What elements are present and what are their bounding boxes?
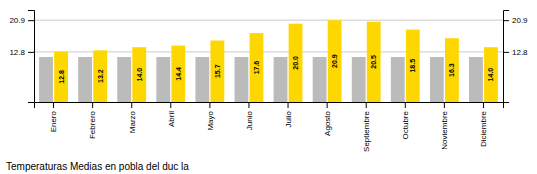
x-tick-label: Febrero: [88, 110, 97, 139]
x-tick: Mayo: [206, 102, 215, 131]
bar: [367, 22, 381, 102]
bar: [195, 57, 209, 102]
bar: [93, 50, 107, 102]
bar: [171, 46, 185, 102]
bar: [289, 24, 303, 102]
y-tick-label: 12.8: [9, 48, 25, 57]
x-tick-mark: [92, 102, 93, 108]
data-label: 12.8: [58, 70, 65, 84]
data-label: 18.5: [409, 59, 416, 73]
x-tick-label: Agosto: [323, 110, 332, 135]
data-label: 17.6: [253, 61, 260, 75]
bar: [235, 57, 249, 102]
y2-tick-label: 20.9: [512, 16, 528, 25]
y-tick-label: 20.9: [9, 16, 25, 25]
data-label: 14.0: [487, 68, 494, 82]
data-label: 13.2: [97, 69, 104, 83]
bar: [430, 57, 444, 102]
grid-line: [34, 20, 503, 21]
y-tick: 20.9: [9, 16, 34, 25]
x-tick: Enero: [49, 102, 58, 132]
data-label: 14.0: [136, 68, 143, 82]
x-tick-mark: [327, 102, 328, 108]
x-tick-mark: [131, 102, 132, 108]
x-tick: Agosto: [323, 102, 332, 136]
y2-axis-line: [504, 11, 510, 103]
title: Temperaturas Medias en pobla del duc la: [6, 161, 189, 172]
x-tick-mark: [209, 102, 210, 108]
data-label: 14.4: [175, 67, 182, 81]
x-axis-line: [35, 103, 504, 109]
bar: [352, 57, 366, 102]
bar: [210, 41, 224, 102]
grid: [34, 20, 503, 52]
x-tick-label: Abril: [167, 111, 176, 127]
x-tick-mark: [483, 102, 484, 108]
x-tick-mark: [248, 102, 249, 108]
x-tick-label: Septiembre: [362, 110, 371, 151]
x-tick: Noviembre: [440, 102, 449, 150]
x-tick: Octubre: [401, 102, 410, 139]
data-label: 20.9: [331, 54, 338, 68]
data-labels: 12.8 13.2 14.0 14.4 15.7 17.6 20.0 20.9 20.5 18.5…: [58, 54, 495, 84]
y-axis-line: [28, 11, 35, 103]
bar: [132, 47, 146, 102]
bar: [328, 20, 342, 102]
chart: 12.8 13.2 14.0 14.4 15.7 17.6 20.0 20.9 20.5 18.5…: [0, 0, 537, 174]
bar: [54, 52, 68, 102]
y2-tick: 20.9: [503, 16, 528, 25]
bar: [484, 47, 498, 102]
data-label: 20.0: [292, 56, 299, 70]
bar-series: [54, 20, 498, 102]
bar: [406, 30, 420, 102]
y-axis: 12.8 20.9: [9, 11, 34, 103]
x-tick-label: Marzo: [128, 110, 137, 133]
bar: [39, 57, 53, 102]
x-tick-label: Octubre: [401, 110, 410, 139]
bar: [250, 33, 264, 102]
x-tick-label: Mayo: [206, 110, 215, 130]
bar: [274, 57, 288, 102]
x-tick: Marzo: [128, 102, 137, 133]
x-tick-mark: [405, 102, 406, 108]
y2-tick-mark: [503, 20, 509, 21]
y2-tick: 12.8: [503, 48, 528, 57]
x-tick: Julio: [284, 102, 293, 127]
x-tick: Diciembre: [479, 102, 488, 147]
y-tick: 12.8: [9, 48, 34, 57]
plot: 12.8 13.2 14.0 14.4 15.7 17.6 20.0 20.9 20.5 18.5…: [9, 11, 528, 152]
data-label: 20.5: [370, 55, 377, 69]
x-axis: Enero Febrero Marzo Abril Mayo Junio Julio Agos…: [35, 102, 504, 152]
x-tick-label: Julio: [284, 110, 293, 127]
x-tick-label: Junio: [245, 110, 254, 130]
x-tick-mark: [288, 102, 289, 108]
bar: [391, 57, 405, 102]
data-label: 16.3: [448, 63, 455, 77]
x-tick: Abril: [167, 102, 176, 127]
bar: [78, 57, 92, 102]
y-tick-mark: [28, 52, 34, 53]
x-tick-label: Enero: [49, 110, 58, 132]
x-tick-label: Diciembre: [479, 110, 488, 147]
bars: [39, 20, 498, 102]
bar: [445, 38, 459, 102]
x-tick-mark: [444, 102, 445, 108]
bar: [469, 57, 483, 102]
y2-tick-label: 12.8: [512, 48, 528, 57]
x-tick: Septiembre: [362, 102, 371, 152]
bar: [313, 57, 327, 102]
y2-tick-mark: [503, 52, 509, 53]
y-tick-mark: [28, 20, 34, 21]
y2-axis: 12.8 20.9: [503, 11, 528, 103]
bar: [156, 57, 170, 102]
x-tick: Febrero: [88, 102, 97, 139]
x-tick-mark: [366, 102, 367, 108]
bar: [117, 57, 131, 102]
data-label: 15.7: [214, 64, 221, 78]
x-tick: Junio: [245, 102, 254, 130]
x-tick-mark: [53, 102, 54, 108]
x-tick-label: Noviembre: [440, 110, 449, 149]
x-tick-mark: [170, 102, 171, 108]
